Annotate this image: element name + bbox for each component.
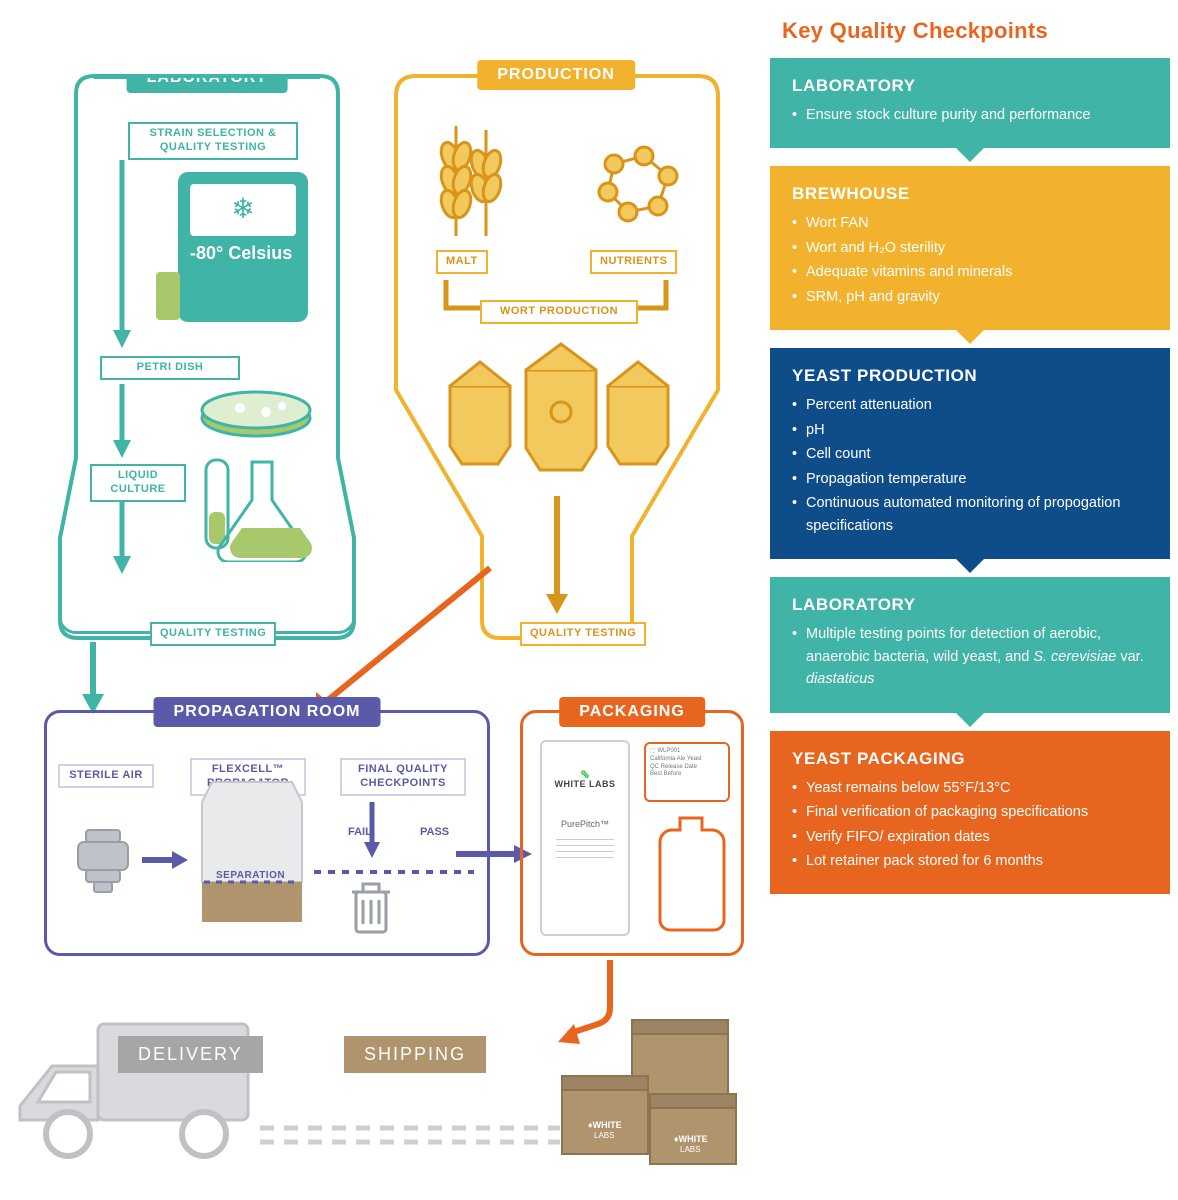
prod-down-arrow bbox=[542, 496, 572, 616]
card-items: Yeast remains below 55°F/13°CFinal verif… bbox=[792, 777, 1148, 873]
card-item: Yeast remains below 55°F/13°C bbox=[792, 777, 1148, 799]
malt-label: MALT bbox=[436, 250, 488, 274]
card-items: Wort FAN Wort and H₂O sterilityAdequate v… bbox=[792, 212, 1148, 308]
strain-selection-box: STRAIN SELECTION & QUALITY TESTING bbox=[128, 122, 298, 160]
svg-text:♦WHITE: ♦WHITE bbox=[588, 1120, 622, 1130]
sterile-air-icon bbox=[64, 822, 142, 900]
freezer-icon: ❄ -80° Celsius bbox=[178, 172, 308, 322]
lab-down-arrow bbox=[78, 642, 108, 714]
flow-diagram: LABORATORY STRAIN SELECTION & QUALITY TE… bbox=[0, 0, 760, 1200]
lab-arrow-3 bbox=[108, 500, 136, 576]
svg-text:LABS: LABS bbox=[680, 1145, 700, 1154]
card-item: SRM, pH and gravity bbox=[792, 286, 1148, 308]
product-label-card: ⬚ WLP001California Ale YeastQC Release D… bbox=[644, 742, 730, 802]
road-dashes bbox=[260, 1120, 560, 1150]
production-label: PRODUCTION bbox=[477, 60, 635, 90]
card-item: Ensure stock culture purity and performa… bbox=[792, 104, 1148, 126]
card-item: Propagation temperature bbox=[792, 468, 1148, 490]
card-lab1: LABORATORY Ensure stock culture purity an… bbox=[770, 58, 1170, 148]
lab-qc-label: QUALITY TESTING bbox=[150, 622, 276, 646]
card-item: Adequate vitamins and minerals bbox=[792, 261, 1148, 283]
lab-arrow-1 bbox=[108, 160, 136, 350]
card-item: Wort FAN bbox=[792, 212, 1148, 234]
liquid-culture-label: LIQUID CULTURE bbox=[90, 464, 186, 502]
card-item: Multiple testing points for detection of… bbox=[792, 623, 1148, 690]
card-title: YEAST PRODUCTION bbox=[792, 366, 1148, 386]
card-title: LABORATORY bbox=[792, 595, 1148, 615]
card-lab2: LABORATORY Multiple testing points for de… bbox=[770, 577, 1170, 712]
card-brew: BREWHOUSE Wort FAN Wort and H₂O sterilityA… bbox=[770, 166, 1170, 330]
nutrients-label: NUTRIENTS bbox=[590, 250, 677, 274]
prod-qc-label: QUALITY TESTING bbox=[520, 622, 646, 646]
purepitch-pouch: 🦠 WHITE LABS PurePitch™ bbox=[540, 740, 630, 936]
card-yeastprod: YEAST PRODUCTION Percent attenuation pHCel… bbox=[770, 348, 1170, 559]
shipping-label: SHIPPING bbox=[344, 1036, 486, 1073]
prop-arrow-1 bbox=[140, 848, 190, 872]
card-items: Multiple testing points for detection of… bbox=[792, 623, 1148, 690]
svg-text:LABS: LABS bbox=[594, 1131, 614, 1140]
card-item: Lot retainer pack stored for 6 months bbox=[792, 850, 1148, 872]
petri-icon bbox=[196, 384, 316, 440]
packaging-label: PACKAGING bbox=[559, 697, 705, 727]
final-qc-label: FINAL QUALITY CHECKPOINTS bbox=[340, 758, 466, 796]
prod-to-prop-arrow bbox=[304, 560, 504, 720]
card-item: Continuous automated monitoring of propo… bbox=[792, 492, 1148, 537]
card-title: YEAST PACKAGING bbox=[792, 749, 1148, 769]
card-title: BREWHOUSE bbox=[792, 184, 1148, 204]
wheat-icon bbox=[416, 116, 536, 246]
boxes-icon: ♦WHITE LABS ♦WHITE LABS bbox=[554, 1012, 744, 1172]
flask-icon bbox=[196, 452, 336, 562]
trash-icon bbox=[346, 878, 396, 938]
card-items: Ensure stock culture purity and performa… bbox=[792, 104, 1148, 126]
flexcell-icon bbox=[192, 776, 312, 936]
petri-label: PETRI DISH bbox=[100, 356, 240, 380]
card-yeastpkg: YEAST PACKAGING Yeast remains below 55°F/… bbox=[770, 731, 1170, 895]
card-item: Percent attenuation bbox=[792, 394, 1148, 416]
card-item: Verify FIFO/ expiration dates bbox=[792, 826, 1148, 848]
jug-icon bbox=[654, 814, 728, 934]
card-item: pH bbox=[792, 419, 1148, 441]
propagation-label: PROPAGATION ROOM bbox=[154, 697, 381, 727]
svg-text:♦WHITE: ♦WHITE bbox=[674, 1134, 708, 1144]
pouch-product: PurePitch™ bbox=[542, 819, 628, 829]
sidebar-title: Key Quality Checkpoints bbox=[782, 18, 1170, 44]
freezer-temp: -80° Celsius bbox=[190, 243, 292, 263]
brewhouse-icon bbox=[430, 336, 688, 496]
delivery-label: DELIVERY bbox=[118, 1036, 263, 1073]
card-item: Cell count bbox=[792, 443, 1148, 465]
molecule-icon bbox=[586, 136, 696, 236]
card-item: Final verification of packaging specific… bbox=[792, 801, 1148, 823]
truck-icon bbox=[8, 1010, 258, 1170]
card-items: Percent attenuation pHCell count Propagati… bbox=[792, 394, 1148, 537]
wort-label: WORT PRODUCTION bbox=[480, 300, 638, 324]
separation-label: SEPARATION bbox=[216, 870, 285, 881]
card-item: Wort and H₂O sterility bbox=[792, 237, 1148, 259]
fail-arrow bbox=[360, 800, 384, 860]
sidebar: Key Quality Checkpoints LABORATORY Ensure… bbox=[770, 0, 1170, 912]
card-title: LABORATORY bbox=[792, 76, 1148, 96]
pouch-brand: WHITE LABS bbox=[542, 779, 628, 789]
lab-arrow-2 bbox=[108, 384, 136, 460]
sterile-air-label: STERILE AIR bbox=[58, 764, 154, 788]
pass-label: PASS bbox=[420, 826, 449, 838]
